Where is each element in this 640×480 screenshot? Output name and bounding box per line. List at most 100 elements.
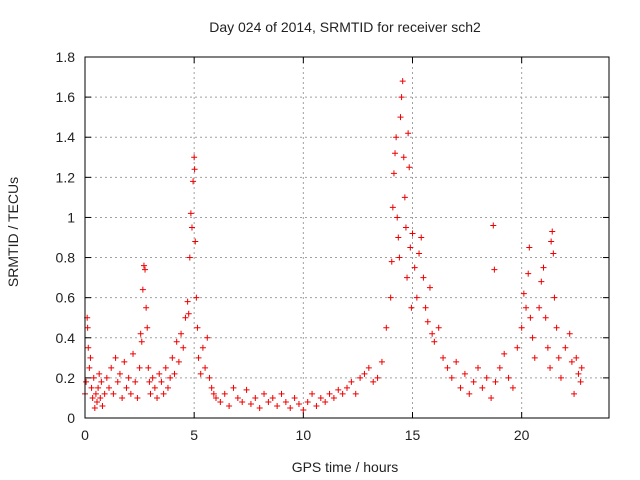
y-tick-label: 1.4 xyxy=(56,129,76,145)
data-point xyxy=(175,358,182,365)
data-point xyxy=(322,398,329,405)
data-point xyxy=(440,354,447,361)
data-point xyxy=(309,390,316,397)
y-tick-label: 0 xyxy=(67,410,75,426)
data-point xyxy=(557,374,564,381)
data-point xyxy=(186,254,193,261)
data-point xyxy=(127,390,134,397)
data-point xyxy=(424,318,431,325)
x-tick-label: 20 xyxy=(514,427,530,443)
data-point xyxy=(470,378,477,385)
data-point xyxy=(97,394,104,401)
data-point xyxy=(98,378,105,385)
data-point xyxy=(568,358,575,365)
data-point xyxy=(99,402,106,409)
data-point xyxy=(85,344,92,351)
data-point xyxy=(178,330,185,337)
y-tick-label: 0.6 xyxy=(56,290,76,306)
data-point xyxy=(491,266,498,273)
data-point xyxy=(393,134,400,141)
data-point xyxy=(208,384,215,391)
data-point xyxy=(261,390,268,397)
data-point xyxy=(429,330,436,337)
data-point xyxy=(461,370,468,377)
data-point xyxy=(536,304,543,311)
data-point xyxy=(137,330,144,337)
data-point xyxy=(134,394,141,401)
data-point xyxy=(173,338,180,345)
data-point xyxy=(171,370,178,377)
y-tick-label: 0.8 xyxy=(56,250,76,266)
data-point xyxy=(578,364,585,371)
data-point xyxy=(577,378,584,385)
plot-frame xyxy=(84,56,610,419)
data-point xyxy=(479,384,486,391)
data-point xyxy=(88,384,95,391)
data-point xyxy=(192,238,199,245)
data-point xyxy=(144,324,151,331)
data-point xyxy=(213,394,219,401)
data-point xyxy=(398,94,405,101)
data-point xyxy=(86,364,93,371)
data-point xyxy=(501,350,508,357)
data-point xyxy=(300,406,307,413)
data-point xyxy=(94,398,101,405)
data-point xyxy=(160,390,167,397)
data-point xyxy=(282,398,289,405)
data-point xyxy=(154,394,161,401)
data-point xyxy=(370,378,377,385)
data-point xyxy=(95,384,102,391)
data-point xyxy=(420,274,427,281)
data-point xyxy=(378,358,385,365)
data-point xyxy=(525,270,532,277)
x-axis-title: GPS time / hours xyxy=(292,459,399,475)
data-point xyxy=(466,390,473,397)
data-point xyxy=(156,370,163,377)
data-point xyxy=(547,364,554,371)
data-point xyxy=(339,390,346,397)
data-point xyxy=(119,394,126,401)
data-point xyxy=(147,390,154,397)
data-point xyxy=(330,394,337,401)
data-point xyxy=(538,278,545,285)
data-point xyxy=(184,298,191,305)
data-point xyxy=(143,304,150,311)
data-point xyxy=(247,400,254,407)
data-point xyxy=(544,344,551,351)
data-point xyxy=(84,324,91,331)
data-point xyxy=(389,204,396,211)
data-point xyxy=(344,384,350,391)
data-point xyxy=(252,394,259,401)
data-point xyxy=(217,398,224,405)
data-point xyxy=(509,384,516,391)
axis-ticks: 0 0.2 0.4 0.6 0.8 1 1.2 1.4 1.6 1.8 0 5 10 15 20 xyxy=(56,49,609,443)
data-point xyxy=(191,166,198,173)
data-point xyxy=(146,378,153,385)
data-point xyxy=(239,398,246,405)
data-point xyxy=(92,390,99,397)
data-point xyxy=(158,378,165,385)
data-point xyxy=(151,384,158,391)
data-point xyxy=(185,310,192,317)
data-point xyxy=(221,390,228,397)
data-point xyxy=(395,234,402,241)
data-point xyxy=(191,154,198,161)
data-point xyxy=(132,378,139,385)
data-point xyxy=(435,324,442,331)
data-point xyxy=(335,386,342,393)
data-point xyxy=(256,404,263,411)
data-point xyxy=(405,130,412,137)
data-point xyxy=(553,324,560,331)
grid xyxy=(85,57,609,418)
data-point xyxy=(91,404,98,411)
data-point xyxy=(230,384,237,391)
data-point xyxy=(116,370,123,377)
data-point xyxy=(496,364,503,371)
data-point xyxy=(206,374,213,381)
data-point xyxy=(89,394,96,401)
data-point xyxy=(392,150,399,157)
y-tick-label: 1.2 xyxy=(56,169,76,185)
data-point xyxy=(444,364,451,371)
data-point xyxy=(374,374,381,381)
data-point xyxy=(401,194,408,201)
